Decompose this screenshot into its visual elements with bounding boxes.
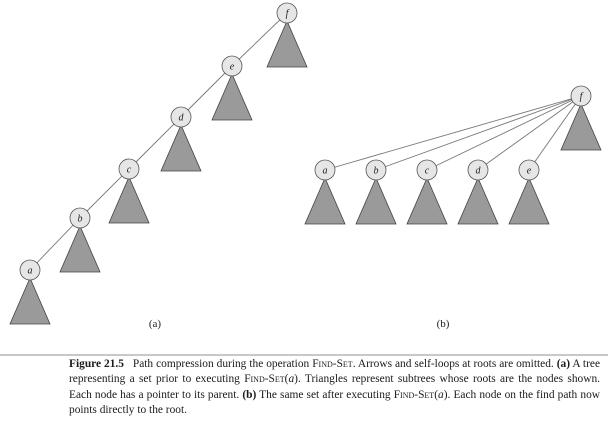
b-node-label-d: d — [476, 166, 482, 177]
figure-caption: Figure 21.5 Path compression during the … — [69, 358, 601, 417]
figure-number: Figure 21.5 — [69, 358, 124, 370]
tree-a: f e d c b a — [9, 2, 308, 325]
a-subtree-c — [108, 175, 150, 224]
a-subtree-f — [266, 19, 308, 68]
a-subtree-e — [211, 72, 253, 121]
a-node-label-a: a — [28, 266, 33, 277]
panel-a-label: (a) — [149, 318, 162, 330]
a-node-label-c: c — [127, 165, 132, 176]
b-node-e — [518, 159, 540, 181]
a-subtree-b — [59, 224, 101, 273]
a-subtree-a — [9, 276, 51, 325]
a-node-e — [221, 55, 243, 77]
a-edge-e-f — [231, 12, 288, 67]
panel-b-label: (b) — [437, 318, 450, 330]
a-node-label-d: d — [179, 113, 185, 124]
b-subtree-b — [355, 176, 397, 225]
b-node-label-a: a — [323, 166, 328, 177]
caption-findset-1: Find-Set — [312, 358, 353, 370]
b-node-f — [570, 85, 592, 107]
a-node-label-e: e — [230, 62, 235, 73]
b-node-label-e: e — [527, 166, 532, 177]
b-subtree-e — [508, 176, 550, 225]
a-node-c — [118, 158, 140, 180]
a-node-b — [69, 207, 91, 229]
b-node-label-f: f — [580, 92, 584, 103]
caption-findset-2: Find-Set — [244, 373, 285, 386]
b-subtree-f — [560, 102, 602, 151]
a-node-label-b: b — [78, 214, 83, 225]
caption-text-1: Path compression during the operation — [132, 358, 313, 370]
b-edge-e-f — [528, 95, 582, 171]
a-edge-c-d — [128, 116, 182, 170]
caption-text-4: ). Triangles represent subtrees whose ro… — [69, 373, 600, 401]
caption-part-b: (b) — [242, 388, 257, 401]
a-node-label-f: f — [286, 9, 290, 20]
b-edge-c-f — [426, 95, 582, 171]
a-node-f — [276, 2, 298, 24]
caption-text-6: ). Each node on the find path now points… — [69, 388, 600, 417]
b-node-label-c: c — [425, 166, 430, 177]
caption-findset-3: Find-Set — [393, 388, 435, 401]
b-node-c — [416, 159, 438, 181]
a-node-a — [19, 259, 41, 281]
caption-part-a: (a) — [556, 358, 571, 370]
b-node-label-b: b — [374, 166, 379, 177]
b-subtree-a — [304, 176, 346, 225]
a-edge-a-b — [29, 217, 81, 271]
tree-b: a b c d e f — [304, 85, 602, 225]
caption-arg-2: a — [437, 388, 444, 401]
caption-text-3: A tree representing a set prior to execu… — [69, 358, 601, 386]
b-node-a — [314, 159, 336, 181]
a-node-d — [170, 106, 192, 128]
caption-text-2: . Arrows and self-loops at roots are omi… — [352, 358, 557, 370]
b-node-b — [365, 159, 387, 181]
caption-text-5: The same set after executing — [256, 388, 394, 401]
a-subtree-d — [160, 123, 202, 172]
b-subtree-d — [457, 176, 499, 225]
a-edge-b-c — [79, 168, 130, 219]
b-edge-b-f — [375, 95, 582, 171]
a-edge-d-e — [180, 65, 233, 118]
caption-arg-1: a — [288, 373, 295, 386]
b-edge-a-f — [324, 95, 582, 171]
caption-divider — [0, 354, 608, 356]
b-edge-d-f — [477, 95, 582, 171]
b-node-d — [467, 159, 489, 181]
b-subtree-c — [406, 176, 448, 225]
